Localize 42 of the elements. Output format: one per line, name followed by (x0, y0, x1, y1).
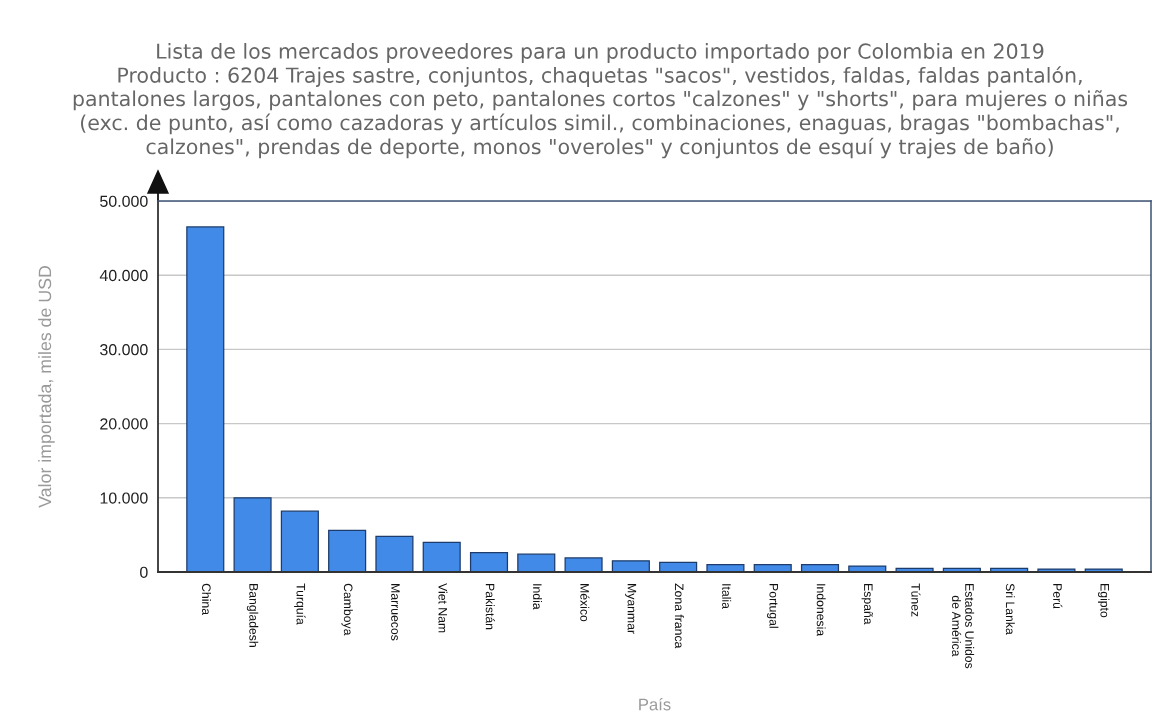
y-tick-label: 10.000 (100, 492, 148, 504)
bar (280, 510, 319, 572)
x-tick-label: Zona franca (674, 583, 684, 649)
x-tick-label: Marruecos (391, 584, 400, 641)
x-tick-label: China (202, 583, 211, 616)
x-tick-label: Myanmar (625, 584, 637, 634)
bar (848, 565, 887, 572)
y-tick-label: 50.000 (100, 195, 148, 207)
chart-subtitle: Producto : 6204 Trajes sastre, conjuntos, chaquetas "sacos", vestidos, faldas, faldas pantalón, pantalones largos, pantalones con peto, pantalones cortos "calzones" y "shorts", para mujeres o niñas (exc. de punto, así como cazadoras y artículos simil., combinaciones, enaguas, bragas "bombachas", calzones", prendas de deporte, monos "overoles" y conjuntos de esquí y trajes de baño) (73, 66, 1128, 159)
bar (706, 563, 745, 572)
x-tick-label: India (533, 584, 542, 610)
y-tick-label: 30.000 (100, 344, 148, 356)
x-tick-label: México (580, 584, 590, 622)
x-tick-label: Portugal (767, 584, 779, 628)
x-tick-label: Viet Nam (438, 583, 448, 633)
bar (517, 553, 556, 572)
bar (422, 541, 461, 572)
x-tick-label: Sri Lanka (1005, 583, 1015, 635)
bar (186, 226, 225, 572)
x-tick-label: España (861, 584, 873, 625)
bar (611, 560, 650, 572)
y-tick-label: 40.000 (99, 269, 148, 282)
bar (233, 497, 272, 572)
y-tick-label: 0 (140, 566, 148, 578)
x-tick-label: Estados Unidos de América (951, 584, 975, 669)
bar (375, 535, 414, 572)
bar (469, 552, 509, 572)
x-tick-label: Italia (722, 584, 732, 609)
y-axis-title: Valor importada, miles de USD (38, 265, 55, 508)
x-axis-title: País (639, 697, 671, 711)
x-tick-label: Indonesia (816, 584, 826, 637)
x-tick-label: Turquía (294, 583, 306, 625)
chart-title: Lista de los mercados proveedores para un producto importado por Colombia en 2019 (157, 43, 1044, 63)
x-tick-label: Túnez (911, 583, 921, 617)
bar (564, 557, 603, 572)
x-tick-label: Egipto (1098, 584, 1110, 618)
x-tick-label: Bangladesh (246, 584, 259, 647)
x-tick-label: Pakistán (485, 584, 495, 630)
y-tick-label: 20.000 (100, 418, 148, 430)
x-tick-label: Camboya (341, 583, 353, 636)
x-tick-label: Perú (1053, 584, 1063, 609)
bar (328, 529, 367, 572)
